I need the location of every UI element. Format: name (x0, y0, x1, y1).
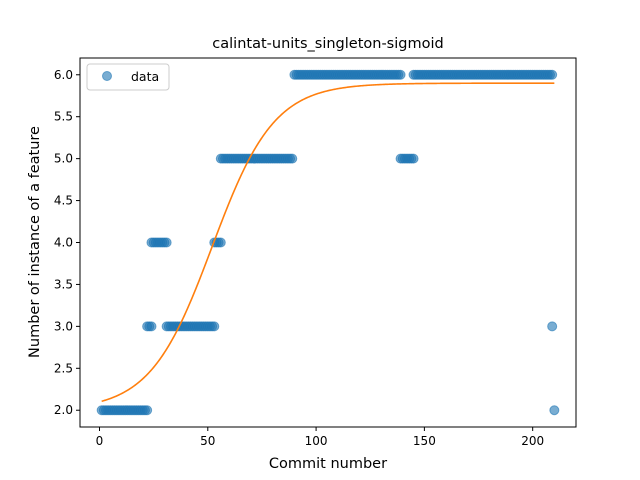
data-point (142, 405, 153, 416)
data-point (547, 69, 558, 80)
y-tick-label: 3.5 (54, 277, 73, 291)
y-tick-label: 6.0 (54, 68, 73, 82)
y-tick-label: 3.0 (54, 319, 73, 333)
y-axis: 2.0 2.5 3.0 3.5 4.0 4.5 5.0 5.5 6.0 (54, 68, 80, 417)
data-point (549, 405, 560, 416)
data-point (395, 69, 406, 80)
plot-area (96, 69, 560, 416)
x-tick-label: 100 (305, 434, 328, 448)
legend-marker (102, 71, 112, 81)
y-axis-label: Number of instance of a feature (27, 126, 43, 358)
x-tick-label: 50 (200, 434, 215, 448)
data-point (287, 153, 298, 164)
data-point (161, 237, 172, 248)
chart-title: calintat-units_singleton-sigmoid (212, 36, 443, 52)
x-axis: 0 50 100 150 200 (96, 427, 544, 448)
y-tick-label: 2.5 (54, 361, 73, 375)
y-tick-label: 5.5 (54, 110, 73, 124)
x-tick-label: 200 (521, 434, 544, 448)
x-tick-label: 150 (413, 434, 436, 448)
data-point (408, 153, 419, 164)
x-axis-label: Commit number (269, 456, 387, 472)
data-point (146, 321, 157, 332)
y-tick-label: 5.0 (54, 152, 73, 166)
data-point (209, 321, 220, 332)
legend-box (86, 63, 170, 91)
y-tick-label: 4.0 (54, 236, 73, 250)
legend: data (86, 63, 170, 91)
y-tick-label: 4.5 (54, 194, 73, 208)
y-tick-label: 2.0 (54, 403, 73, 417)
x-tick-label: 0 (96, 434, 104, 448)
data-point (547, 321, 558, 332)
fit-curve (101, 82, 555, 403)
legend-label: data (131, 69, 159, 84)
data-point (215, 237, 226, 248)
